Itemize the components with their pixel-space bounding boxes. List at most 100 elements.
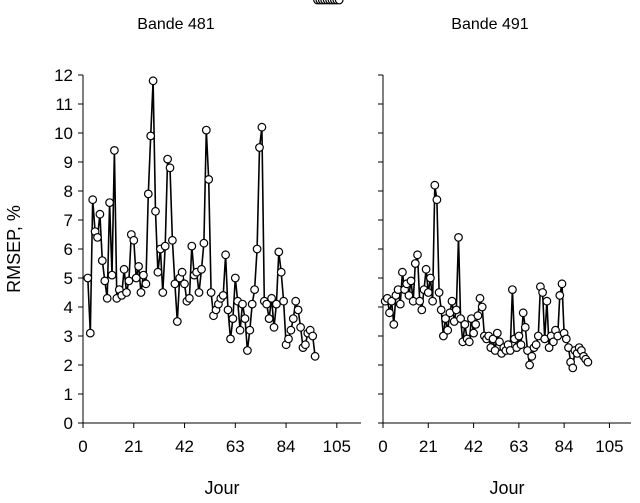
data-point — [525, 360, 534, 370]
data-point — [255, 143, 264, 152]
data-point — [136, 288, 146, 297]
data-point — [93, 232, 102, 242]
data-point — [279, 296, 289, 306]
data-point — [235, 325, 245, 335]
data-point — [443, 325, 453, 335]
data-point — [180, 279, 189, 289]
data-point — [138, 270, 148, 280]
data-point — [555, 291, 565, 300]
x-axis-label: Jour — [204, 478, 239, 498]
data-point — [514, 331, 524, 341]
y-tick-label: 1 — [64, 385, 73, 404]
data-point — [167, 235, 177, 245]
y-tick-label: 0 — [64, 414, 73, 433]
data-point — [454, 232, 463, 242]
x-tick-label: 63 — [226, 437, 245, 456]
data-point — [387, 296, 397, 306]
x-tick-label: 42 — [175, 437, 194, 456]
data-point — [230, 273, 240, 283]
data-point — [187, 241, 197, 251]
data-point — [492, 328, 502, 338]
data-point — [242, 346, 252, 355]
data-point — [272, 299, 281, 309]
data-point — [527, 351, 537, 361]
data-point — [100, 276, 110, 286]
series-line — [87, 80, 316, 357]
data-point — [160, 241, 170, 251]
data-point — [85, 328, 95, 338]
data-point — [557, 279, 567, 289]
data-point — [95, 209, 105, 219]
x-tick-label: 105 — [323, 437, 351, 456]
data-point — [223, 305, 233, 315]
y-tick-label: 7 — [64, 211, 73, 230]
data-point — [141, 279, 151, 289]
x-tick-label: 21 — [419, 437, 438, 456]
data-point — [247, 299, 257, 309]
data-point — [544, 343, 554, 353]
data-point — [516, 340, 526, 350]
data-point — [473, 311, 483, 321]
data-point — [308, 331, 318, 341]
data-point — [432, 195, 442, 205]
data-point — [250, 285, 260, 295]
data-point — [177, 267, 187, 277]
data-point — [165, 163, 175, 173]
data-point — [88, 195, 98, 205]
data-point — [310, 351, 320, 361]
data-point — [245, 325, 255, 335]
data-point — [269, 322, 279, 332]
data-point — [134, 262, 144, 271]
data-point — [334, 0, 344, 5]
data-point — [129, 235, 139, 245]
x-tick-label: 84 — [277, 437, 296, 456]
data-point — [197, 264, 206, 274]
data-point — [520, 322, 530, 332]
data-point — [475, 293, 485, 303]
data-point — [276, 267, 286, 277]
data-point — [549, 337, 558, 347]
chart-title: Bande 491 — [451, 16, 529, 33]
data-point — [508, 285, 517, 295]
data-point — [469, 328, 479, 338]
data-point — [83, 273, 93, 283]
y-tick-label: 12 — [54, 66, 73, 85]
data-point — [395, 299, 405, 309]
data-point — [428, 296, 438, 306]
x-tick-label: 21 — [124, 437, 143, 456]
data-point — [531, 340, 541, 350]
data-point — [439, 331, 448, 341]
y-tick-label: 11 — [55, 95, 73, 114]
data-point — [288, 314, 298, 324]
data-point — [143, 189, 153, 199]
data-point — [109, 145, 119, 155]
data-point — [228, 314, 238, 324]
chart-title: Bande 481 — [137, 16, 215, 33]
data-point — [262, 299, 272, 309]
data-point — [538, 288, 547, 297]
x-tick-label: 105 — [595, 437, 623, 456]
data-point — [97, 256, 107, 266]
data-point — [274, 247, 284, 257]
data-point — [415, 296, 425, 306]
data-point — [252, 244, 262, 254]
data-point — [264, 314, 274, 324]
data-point — [389, 320, 399, 329]
data-point — [430, 180, 440, 190]
data-point — [568, 363, 578, 373]
data-point — [561, 334, 571, 344]
data-point — [238, 299, 247, 309]
data-point — [284, 334, 293, 344]
data-point — [423, 288, 433, 297]
data-point — [460, 320, 470, 329]
data-point — [410, 259, 420, 268]
data-point — [105, 198, 114, 208]
data-point — [124, 276, 134, 286]
data-point — [119, 264, 129, 274]
data-point — [204, 174, 214, 184]
data-point — [426, 273, 435, 283]
y-tick-label: 4 — [64, 298, 73, 317]
data-point — [583, 357, 593, 367]
data-point — [158, 288, 168, 297]
